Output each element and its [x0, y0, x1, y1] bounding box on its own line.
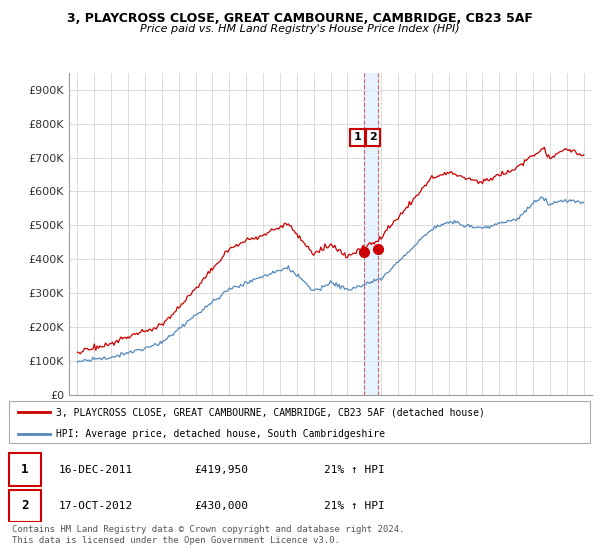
Bar [364, 73, 377, 395]
Text: 16-DEC-2011: 16-DEC-2011 [59, 464, 133, 474]
Text: 1: 1 [354, 132, 361, 142]
Text: 1: 1 [22, 463, 29, 476]
Text: 3, PLAYCROSS CLOSE, GREAT CAMBOURNE, CAMBRIDGE, CB23 5AF: 3, PLAYCROSS CLOSE, GREAT CAMBOURNE, CAM… [67, 12, 533, 25]
Text: 21% ↑ HPI: 21% ↑ HPI [323, 464, 384, 474]
FancyBboxPatch shape [9, 490, 41, 522]
Text: 21% ↑ HPI: 21% ↑ HPI [323, 501, 384, 511]
FancyBboxPatch shape [9, 401, 590, 444]
Text: HPI: Average price, detached house, South Cambridgeshire: HPI: Average price, detached house, Sout… [56, 429, 385, 438]
Text: 17-OCT-2012: 17-OCT-2012 [59, 501, 133, 511]
Text: 3, PLAYCROSS CLOSE, GREAT CAMBOURNE, CAMBRIDGE, CB23 5AF (detached house): 3, PLAYCROSS CLOSE, GREAT CAMBOURNE, CAM… [56, 407, 485, 417]
Text: £419,950: £419,950 [194, 464, 248, 474]
Text: Price paid vs. HM Land Registry's House Price Index (HPI): Price paid vs. HM Land Registry's House … [140, 24, 460, 34]
FancyBboxPatch shape [9, 454, 41, 486]
Text: 2: 2 [369, 132, 377, 142]
Text: £430,000: £430,000 [194, 501, 248, 511]
Text: 2: 2 [22, 500, 29, 512]
Text: Contains HM Land Registry data © Crown copyright and database right 2024.
This d: Contains HM Land Registry data © Crown c… [12, 525, 404, 545]
